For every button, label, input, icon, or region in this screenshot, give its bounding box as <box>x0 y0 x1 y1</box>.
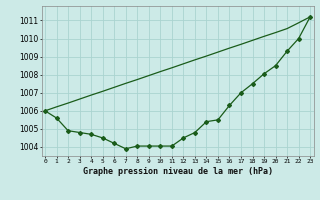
X-axis label: Graphe pression niveau de la mer (hPa): Graphe pression niveau de la mer (hPa) <box>83 167 273 176</box>
